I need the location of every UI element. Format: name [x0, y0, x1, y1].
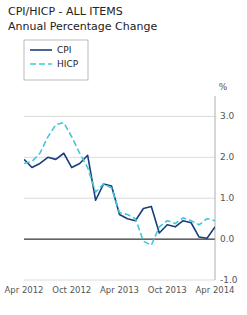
grid-line — [24, 116, 215, 117]
legend-swatch — [30, 49, 52, 51]
legend: CPI HICP — [24, 40, 88, 80]
series-line — [24, 153, 215, 238]
y-tick-label: 2.0 — [220, 152, 235, 162]
legend-label: HICP — [57, 59, 79, 69]
legend-swatch — [30, 63, 52, 65]
series-line — [24, 123, 215, 246]
y-tick-label: 1.0 — [220, 193, 235, 203]
title: CPI/HICP - ALL ITEMS — [8, 5, 123, 18]
x-tick-label: Apr 2012 — [4, 285, 43, 295]
y-axis-label: % — [219, 82, 228, 92]
y-tick-label: 3.0 — [220, 111, 235, 121]
legend-label: CPI — [57, 45, 71, 55]
chart: CPI/HICP - ALL ITEMS Annual Percentage Ch… — [0, 0, 247, 315]
x-tick-label: Apr 2013 — [100, 285, 139, 295]
subtitle: Annual Percentage Change — [8, 20, 157, 33]
y-tick-label: 0.0 — [220, 234, 235, 244]
grid-line — [24, 157, 215, 158]
grid-line — [24, 198, 215, 199]
grid-line — [24, 280, 215, 281]
y-tick-label: -1.0 — [220, 275, 238, 285]
x-tick-label: Apr 2014 — [195, 285, 234, 295]
x-tick-label: Oct 2012 — [52, 285, 91, 295]
y-axis-line — [215, 96, 216, 280]
grid — [24, 116, 215, 280]
legend-box — [24, 40, 88, 80]
x-tick-label: Oct 2013 — [148, 285, 187, 295]
lines — [24, 123, 215, 246]
zero-line — [24, 239, 215, 240]
